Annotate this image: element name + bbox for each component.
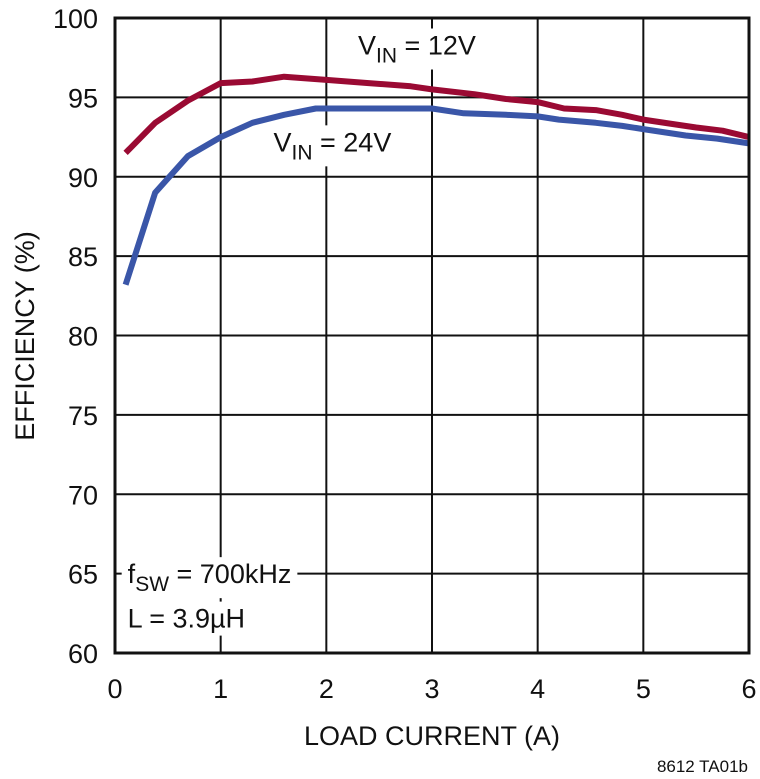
y-tick-label: 95 — [68, 83, 98, 113]
x-tick-label: 0 — [107, 674, 122, 704]
annotation-label: fSW = 700kHz — [128, 559, 292, 596]
annotation-background — [267, 125, 398, 167]
annotation-label: VIN = 24V — [274, 127, 392, 164]
figure-id-footer: 8612 TA01b — [657, 757, 748, 776]
x-tick-label: 4 — [530, 674, 545, 704]
x-tick-label: 1 — [213, 674, 228, 704]
y-tick-label: 100 — [53, 4, 98, 34]
annotations: VIN = 12V VIN = 24V fSW = 700kHz L = 3.9µH — [121, 28, 482, 636]
series-line-vin-24v — [122, 105, 750, 286]
x-tick-label: 2 — [319, 674, 334, 704]
annotation-label: L = 3.9µH — [128, 604, 245, 634]
x-tick-label: 3 — [424, 674, 439, 704]
annotation-background — [121, 557, 298, 599]
x-axis-title: LOAD CURRENT (A) — [304, 721, 560, 751]
y-tick-label: 85 — [68, 242, 98, 272]
x-tick-labels: 0 1 2 3 4 5 6 — [107, 674, 756, 704]
y-tick-label: 75 — [68, 401, 98, 431]
annotation-background — [121, 601, 252, 636]
y-tick-label: 90 — [68, 163, 98, 193]
y-axis-title: EFFICIENCY (%) — [10, 231, 40, 441]
y-tick-label: 80 — [68, 322, 98, 352]
y-tick-label: 60 — [68, 639, 98, 669]
plot-frame — [113, 16, 751, 655]
x-tick-label: 6 — [741, 674, 756, 704]
y-tick-label: 65 — [68, 560, 98, 590]
y-tick-label: 70 — [68, 480, 98, 510]
x-tick-label: 5 — [636, 674, 651, 704]
y-tick-labels: 60 65 70 75 80 85 90 95 100 — [53, 4, 98, 669]
annotation-background — [352, 28, 482, 70]
series-line-vin-12v — [123, 73, 750, 156]
data-series — [122, 73, 750, 286]
annotation-label: VIN = 12V — [358, 31, 476, 68]
